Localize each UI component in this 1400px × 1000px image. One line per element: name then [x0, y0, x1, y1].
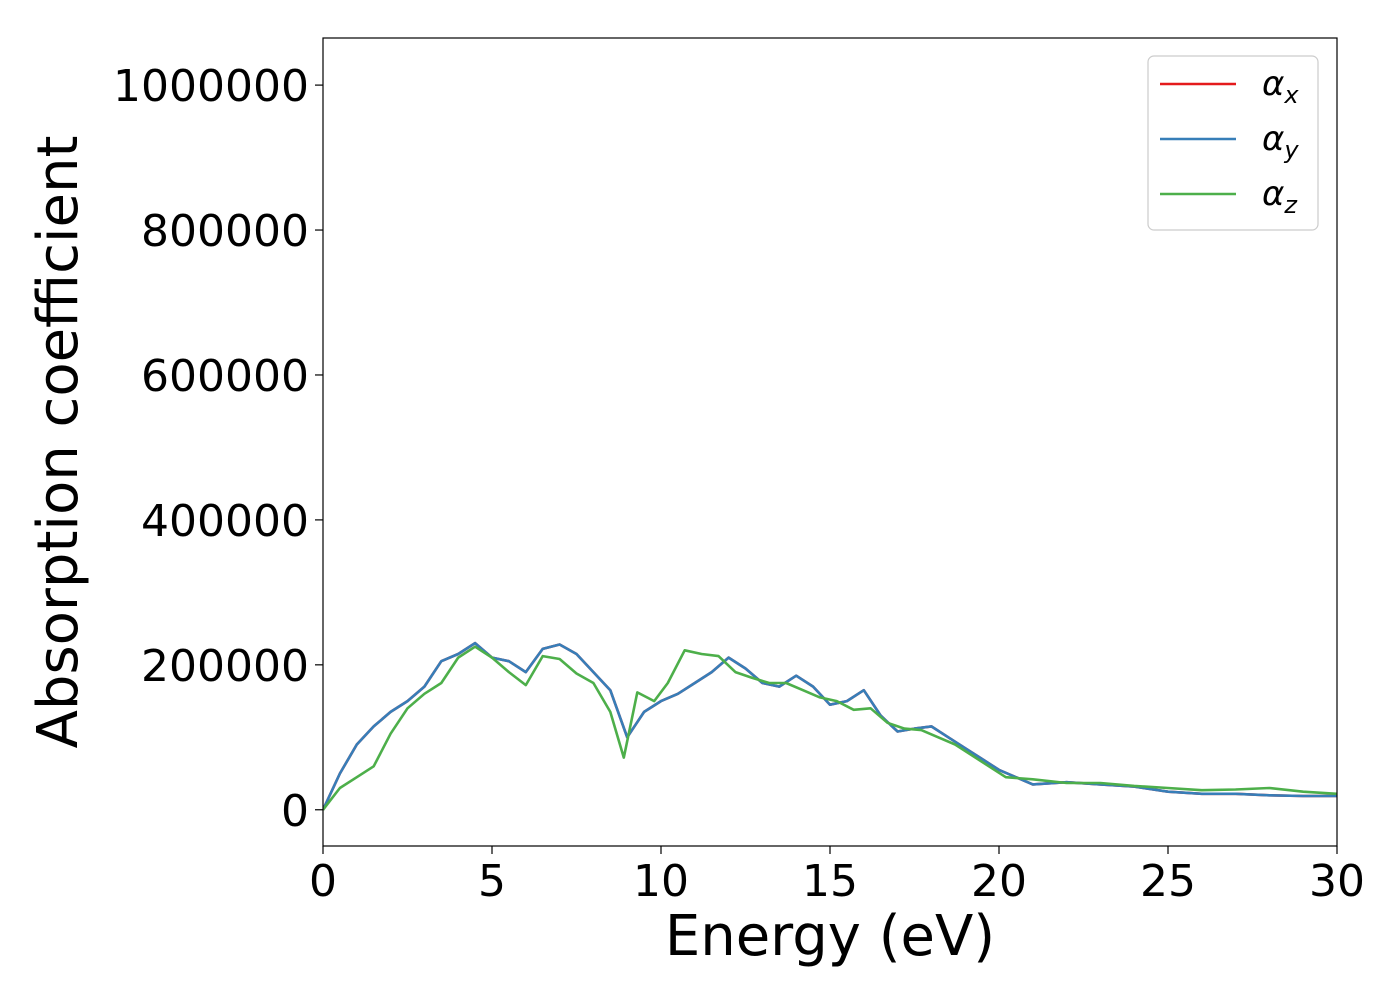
x-tick-label: 20: [971, 856, 1027, 907]
legend-label-x: αx: [1262, 64, 1299, 109]
y-tick-label: 1000000: [113, 61, 309, 112]
series-layer: [323, 641, 1337, 811]
x-tick-label: 15: [802, 856, 858, 907]
legend-box: [1147, 55, 1319, 231]
x-axis-label: Energy (eV): [665, 904, 995, 969]
x-tick-label: 0: [309, 856, 337, 907]
y-axis-label: Absorption coefficient: [26, 136, 91, 749]
x-tick-label: 10: [633, 856, 689, 907]
x-tick-label: 25: [1140, 856, 1196, 907]
series-line-z: [323, 645, 1337, 811]
x-tick-label: 30: [1309, 856, 1365, 907]
y-axis-ticks: 0 200000 400000 600000 800000 1000000: [113, 61, 323, 837]
legend-label-z: αz: [1262, 174, 1298, 219]
y-tick-label: 200000: [141, 641, 309, 692]
x-axis-ticks: 0 5 10 15 20 25 30: [309, 846, 1365, 907]
y-tick-label: 600000: [141, 351, 309, 402]
y-tick-label: 800000: [141, 206, 309, 257]
y-tick-label: 400000: [141, 496, 309, 547]
legend: αx αy αz: [1147, 55, 1319, 231]
x-tick-label: 5: [478, 856, 506, 907]
legend-label-y: αy: [1262, 119, 1299, 164]
y-tick-label: 0: [281, 786, 309, 837]
